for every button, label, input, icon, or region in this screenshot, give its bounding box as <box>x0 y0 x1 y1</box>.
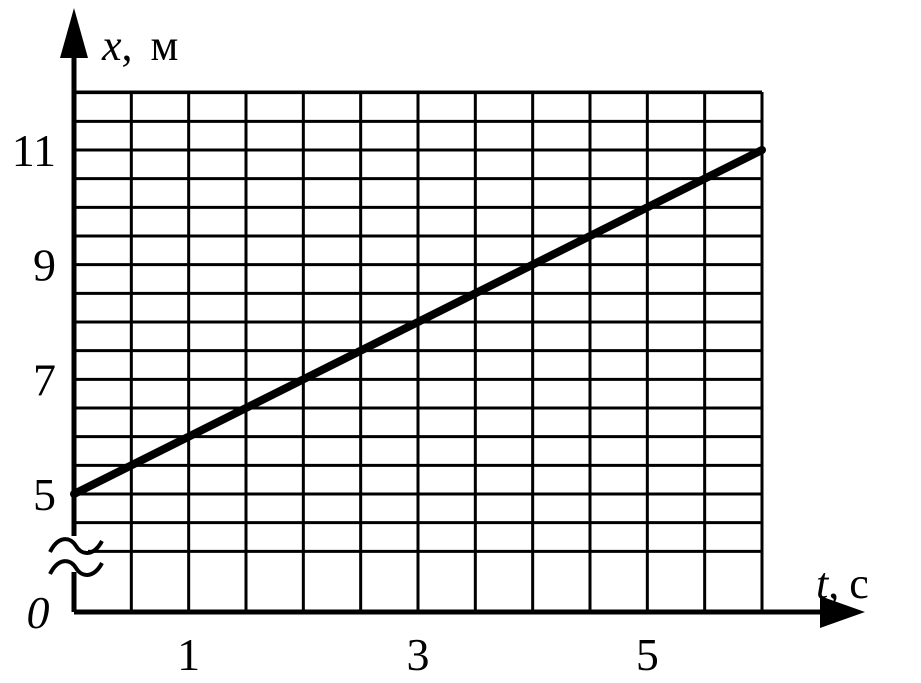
x-tick-label: 5 <box>636 629 659 680</box>
x-axis-arrow <box>820 596 865 628</box>
x-tick-label: 1 <box>177 629 200 680</box>
series-line <box>72 146 764 498</box>
axis-break-top-mark <box>48 537 104 555</box>
x-axis-label: t, с <box>816 559 869 608</box>
data-point <box>758 146 766 154</box>
y-tick-label: 5 <box>33 469 56 520</box>
y-axis-arrow <box>60 8 88 58</box>
grid <box>74 90 764 612</box>
y-tick-label: 9 <box>33 240 56 291</box>
x-axis-unit: с <box>849 559 869 608</box>
axes <box>48 8 865 628</box>
axis-break-bottom-mark <box>48 559 104 577</box>
y-axis-label: x, м <box>101 21 178 70</box>
data-point <box>70 490 78 498</box>
x-axis-var: t <box>816 559 830 608</box>
x-tick-label: 3 <box>407 629 430 680</box>
origin-label: 0 <box>27 587 50 638</box>
y-axis-var: x <box>101 21 122 70</box>
y-axis-sep: , <box>122 21 133 70</box>
series <box>70 146 766 498</box>
y-tick-label: 11 <box>12 125 56 176</box>
y-tick-label: 7 <box>33 354 56 405</box>
x-axis-sep: , <box>828 559 839 608</box>
y-axis-unit: м <box>151 21 179 70</box>
